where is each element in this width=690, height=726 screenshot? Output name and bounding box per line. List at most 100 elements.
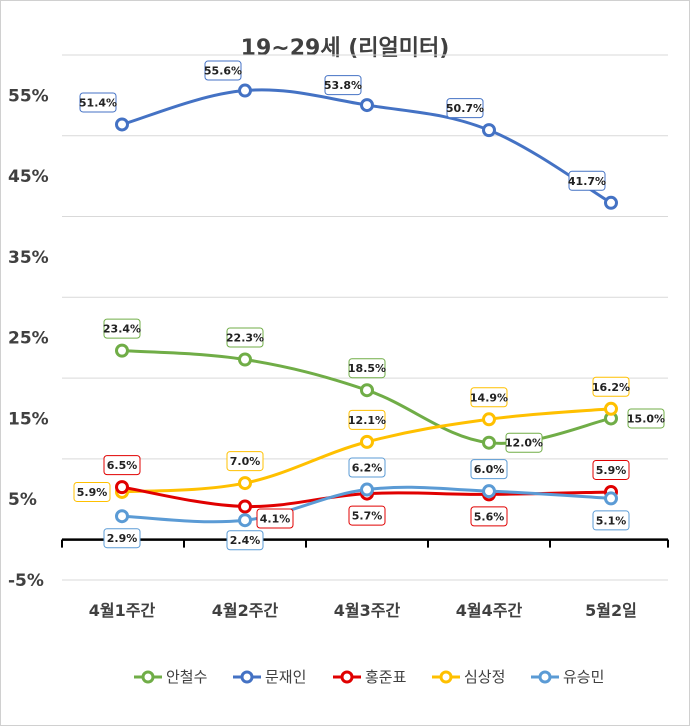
data-label-box (204, 60, 242, 81)
x-tick-label: 4월2주간 (212, 601, 279, 620)
data-label: 16.2% (592, 381, 630, 394)
data-label-box (348, 457, 386, 478)
data-point (482, 435, 496, 450)
data-point (360, 383, 374, 398)
y-tick-label: 35% (8, 248, 49, 268)
data-point (238, 83, 252, 98)
data-labels: 51.4% 55.6% 53.8% 50.7% 41.7% 23.4% 22.3% 18.5%… (73, 60, 665, 551)
data-label: 7.0% (230, 455, 261, 468)
data-label-box (226, 451, 264, 472)
data-label-box (226, 327, 264, 348)
legend-label: 심상정 (464, 668, 505, 686)
data-label-box (348, 409, 386, 430)
data-point (115, 480, 129, 495)
data-label: 12.0% (505, 437, 543, 450)
data-label-box (103, 318, 141, 339)
data-label-box (592, 376, 630, 397)
data-label: 41.7% (568, 175, 606, 188)
data-label-box (446, 98, 484, 119)
data-label-box (470, 459, 508, 480)
legend: 안철수 문재인 홍준표 심상정 유승민 (134, 668, 604, 686)
gridlines (62, 54, 668, 581)
data-label-box (73, 481, 111, 502)
data-label: 5.7% (352, 510, 383, 523)
legend-label: 문재인 (265, 668, 306, 686)
data-point (482, 484, 496, 499)
y-tick-label: 5% (8, 490, 37, 510)
data-label-box (627, 408, 665, 429)
data-point (360, 434, 374, 449)
legend-marker (439, 670, 453, 684)
data-label-box (348, 505, 386, 526)
chart-title: 19~29세 (리얼미터) (240, 36, 450, 61)
data-label-box (348, 358, 386, 379)
data-label-box (470, 387, 508, 408)
x-tick-label: 4월4주간 (456, 601, 523, 620)
data-point (604, 195, 618, 210)
data-label: 5.9% (596, 464, 627, 477)
data-point (238, 476, 252, 491)
data-label-box (256, 508, 294, 529)
data-label: 22.3% (226, 332, 264, 345)
data-point (115, 117, 129, 132)
data-label: 23.4% (103, 323, 141, 336)
data-label: 55.6% (204, 65, 242, 78)
legend-marker (240, 670, 254, 684)
data-label: 14.9% (470, 391, 508, 404)
data-label: 6.5% (107, 459, 138, 472)
data-label-box (226, 530, 264, 551)
data-point (115, 343, 129, 358)
data-point (360, 98, 374, 113)
data-label: 6.0% (474, 463, 505, 476)
series-lines (121, 88, 612, 524)
x-axis: 4월1주간 4월2주간 4월3주간 4월4주간 5월2일 (61, 538, 669, 620)
data-point (482, 123, 496, 138)
data-label: 18.5% (348, 362, 386, 375)
data-point (115, 509, 129, 524)
y-tick-label: 15% (8, 409, 49, 429)
data-point (482, 412, 496, 427)
data-point (238, 352, 252, 367)
y-tick-label: 45% (8, 167, 49, 187)
data-point (360, 482, 374, 497)
data-label: 53.8% (324, 79, 362, 92)
data-label-box (505, 432, 543, 453)
legend-marker (340, 670, 354, 684)
data-label-box (470, 506, 508, 527)
legend-label: 유승민 (563, 668, 604, 686)
series-points (115, 83, 618, 528)
data-label-box (324, 75, 362, 96)
data-label: 51.4% (79, 96, 117, 109)
data-label: 12.1% (348, 414, 386, 427)
data-label-box (592, 510, 630, 531)
data-label: 6.2% (352, 462, 383, 475)
data-point (604, 401, 618, 416)
data-label: 50.7% (446, 102, 484, 115)
data-point (238, 499, 252, 514)
data-label: 15.0% (627, 412, 665, 425)
legend-marker (538, 670, 552, 684)
data-label: 5.9% (77, 486, 108, 499)
legend-label: 안철수 (166, 668, 207, 686)
y-tick-label: 55% (8, 86, 49, 106)
data-label: 5.6% (474, 510, 505, 523)
data-label-box (103, 528, 141, 549)
x-tick-label: 4월1주간 (89, 601, 156, 620)
legend-label: 홍준표 (365, 668, 407, 686)
data-label-box (592, 459, 630, 480)
data-label-box (103, 455, 141, 476)
y-tick-label: 25% (8, 329, 49, 349)
legend-marker (141, 670, 155, 684)
data-label-box (568, 170, 606, 191)
data-label: 2.4% (230, 534, 261, 547)
data-label-box (79, 92, 117, 113)
x-tick-label: 4월3주간 (334, 601, 401, 620)
y-axis-ticks: 55% 45% 35% 25% 15% 5% -5% (8, 86, 49, 591)
data-label: 2.9% (107, 532, 138, 545)
x-tick-label: 5월2일 (585, 601, 637, 620)
data-point (238, 513, 252, 528)
data-label: 4.1% (260, 513, 291, 526)
y-tick-label: -5% (8, 571, 44, 591)
